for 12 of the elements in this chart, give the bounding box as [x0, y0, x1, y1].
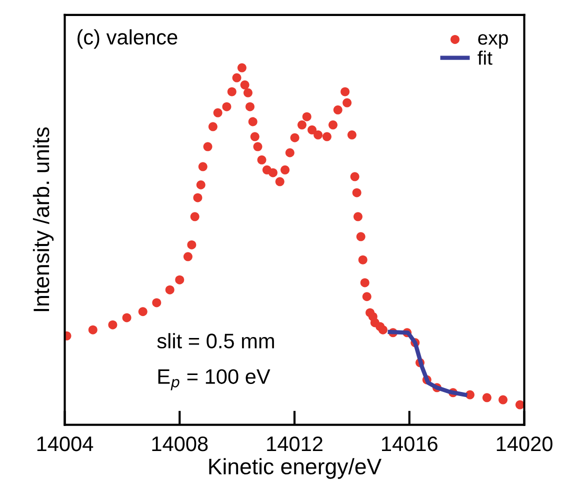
- x-tick-label: 14016: [382, 436, 438, 452]
- y-axis-title: Intensity /arb. units: [32, 127, 54, 312]
- x-tick-label: 14012: [267, 436, 322, 452]
- x-tick-label: 14004: [37, 436, 94, 452]
- legend-label: exp: [478, 34, 508, 49]
- x-axis-title: Kinetic energy/eV: [209, 458, 382, 479]
- x-tick-label: 14008: [152, 436, 208, 452]
- x-tick-label: 14020: [496, 436, 552, 452]
- annotation: E$_{p}$ = 100 eV: [158, 369, 270, 390]
- legend-label: fit: [478, 50, 492, 65]
- text: (c) valence: [78, 29, 178, 49]
- annotation: slit = 0.5 mm: [157, 333, 274, 348]
